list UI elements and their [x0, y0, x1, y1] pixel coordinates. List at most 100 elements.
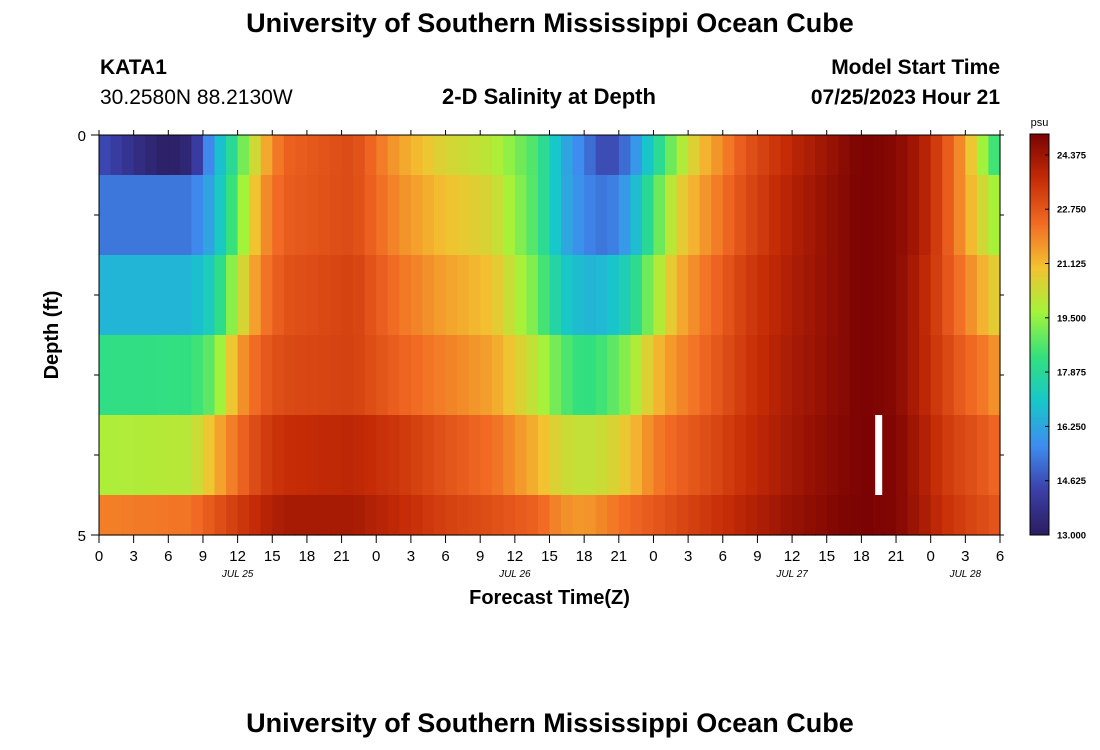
- heatmap-cell: [826, 495, 839, 536]
- heatmap-cell: [930, 175, 943, 256]
- heatmap-cell: [433, 135, 447, 176]
- heatmap-cell: [815, 415, 828, 496]
- heatmap-cell: [318, 255, 331, 336]
- heatmap-cell: [179, 135, 193, 176]
- heatmap-cell: [953, 335, 966, 416]
- heatmap-cell: [202, 175, 216, 256]
- heatmap-cell: [179, 415, 193, 496]
- heatmap-cell: [260, 335, 273, 416]
- heatmap-cell: [641, 495, 655, 536]
- heatmap-cell: [341, 135, 354, 176]
- heatmap-cell: [780, 255, 793, 336]
- heatmap-cell: [168, 335, 181, 416]
- heatmap-cell: [965, 495, 978, 536]
- heatmap-cell: [514, 255, 527, 336]
- heatmap-cell: [364, 135, 377, 176]
- heatmap-cell: [168, 175, 181, 256]
- heatmap-cell: [99, 415, 112, 496]
- x-tick-label: 21: [610, 548, 627, 565]
- heatmap-cell: [237, 175, 250, 256]
- heatmap-cell: [110, 175, 123, 256]
- heatmap-cell: [976, 335, 990, 416]
- heatmap-cell: [607, 495, 620, 536]
- heatmap: [99, 135, 1001, 536]
- heatmap-cell: [387, 495, 400, 536]
- heatmap-cell: [410, 495, 424, 536]
- heatmap-cell: [353, 175, 366, 256]
- x-tick-label: 3: [129, 548, 137, 565]
- heatmap-cell: [907, 415, 920, 496]
- heatmap-cell: [202, 335, 216, 416]
- heatmap-cell: [953, 135, 966, 176]
- heatmap-cell: [168, 255, 181, 336]
- heatmap-cell: [618, 175, 631, 256]
- heatmap-cell: [988, 135, 1001, 176]
- heatmap-cell: [838, 255, 851, 336]
- heatmap-cell: [849, 335, 862, 416]
- heatmap-cell: [745, 135, 759, 176]
- heatmap-cell: [191, 415, 204, 496]
- heatmap-cell: [838, 495, 851, 536]
- x-tick-label: 6: [164, 548, 172, 565]
- heatmap-cell: [168, 415, 181, 496]
- date-label: JUL 26: [498, 569, 531, 580]
- colorbar: [1029, 133, 1050, 536]
- heatmap-cell: [676, 415, 689, 496]
- heatmap-cell: [965, 135, 978, 176]
- heatmap-cell: [191, 335, 204, 416]
- heatmap-cell: [849, 255, 862, 336]
- heatmap-cell: [353, 415, 366, 496]
- heatmap-cell: [919, 175, 932, 256]
- heatmap-cell: [838, 335, 851, 416]
- heatmap-cell: [122, 495, 135, 536]
- heatmap-cell: [376, 255, 389, 336]
- heatmap-cell: [122, 135, 135, 176]
- heatmap-cell: [965, 415, 978, 496]
- heatmap-cell: [988, 175, 1001, 256]
- heatmap-cell: [768, 495, 782, 536]
- heatmap-cell: [214, 495, 227, 536]
- heatmap-cell: [976, 415, 990, 496]
- heatmap-cell: [688, 495, 701, 536]
- heatmap-cell: [503, 255, 516, 336]
- heatmap-cell: [757, 415, 770, 496]
- heatmap-cell: [272, 335, 285, 416]
- x-tick-label: 12: [229, 548, 246, 565]
- heatmap-cell: [861, 255, 874, 336]
- x-tick-label: 9: [476, 548, 484, 565]
- heatmap-cell: [457, 175, 470, 256]
- heatmap-cell: [676, 335, 689, 416]
- heatmap-cell: [549, 135, 562, 176]
- heatmap-cell: [826, 415, 839, 496]
- heatmap-cell: [376, 175, 389, 256]
- heatmap-cell: [514, 135, 527, 176]
- y-axis-ticks: [91, 134, 1004, 536]
- heatmap-cell: [214, 335, 227, 416]
- heatmap-cell: [699, 415, 712, 496]
- heatmap-cell: [745, 175, 759, 256]
- heatmap-cell: [110, 415, 123, 496]
- heatmap-cell: [607, 175, 620, 256]
- heatmap-cell: [249, 175, 262, 256]
- heatmap-cell: [919, 335, 932, 416]
- heatmap-cell: [191, 495, 204, 536]
- heatmap-cell: [849, 415, 862, 496]
- heatmap-cell: [341, 255, 354, 336]
- heatmap-cell: [861, 175, 874, 256]
- heatmap-cell: [688, 135, 701, 176]
- heatmap-cell: [976, 175, 990, 256]
- heatmap-cell: [214, 135, 227, 176]
- heatmap-cell: [861, 495, 874, 536]
- heatmap-cell: [907, 335, 920, 416]
- heatmap-cell: [884, 415, 897, 496]
- current-time-marker: [875, 415, 883, 495]
- heatmap-cell: [514, 415, 527, 496]
- heatmap-cell: [445, 495, 458, 536]
- heatmap-cell: [572, 255, 585, 336]
- heatmap-cell: [537, 335, 551, 416]
- heatmap-cell: [745, 495, 759, 536]
- heatmap-cell: [526, 495, 539, 536]
- heatmap-cell: [607, 255, 620, 336]
- heatmap-cell: [214, 415, 227, 496]
- heatmap-cell: [965, 175, 978, 256]
